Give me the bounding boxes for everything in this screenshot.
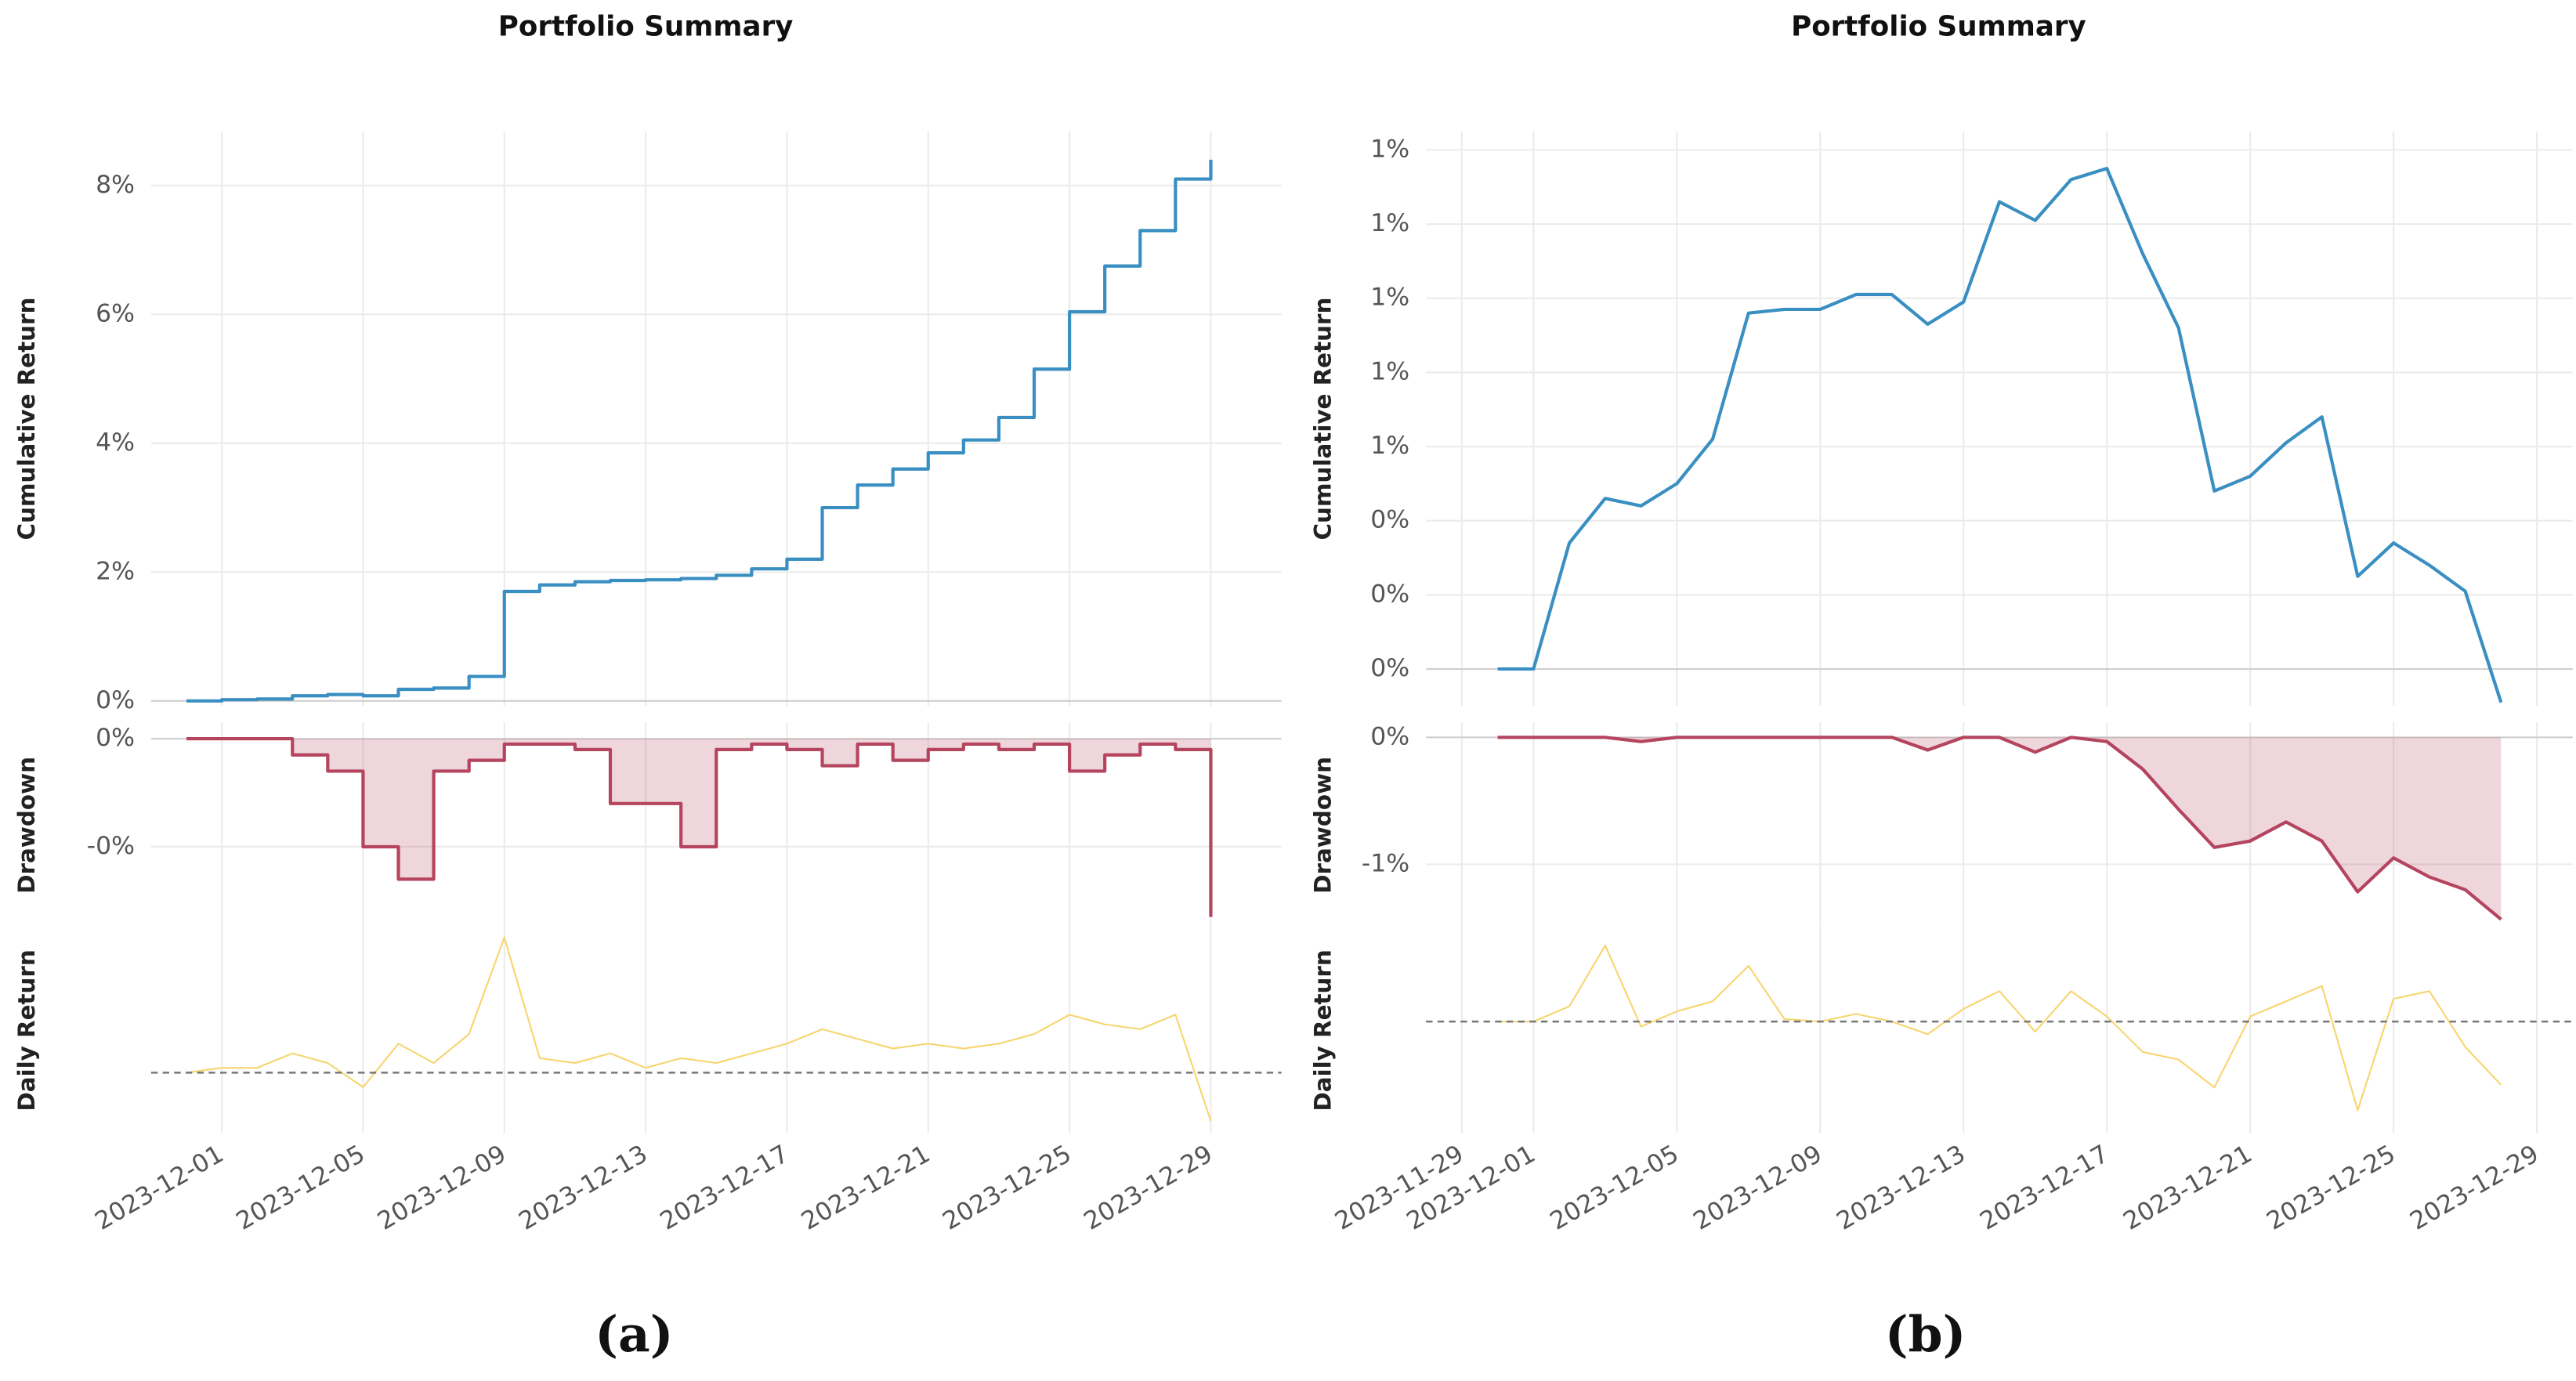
y-tick-label: 6% [96,299,135,327]
x-tick-label: 2023-12-29 [2405,1140,2543,1236]
y-axis-label: Daily Return [1310,949,1337,1111]
line [186,159,1213,703]
y-axis-label: Daily Return [13,949,40,1111]
y-axis-label: Cumulative Return [1310,298,1337,540]
x-tick-label: 2023-12-13 [1832,1140,1970,1236]
y-tick-label: 1% [1370,209,1409,237]
line [186,736,1213,917]
y-tick-label: 0% [1370,722,1409,750]
x-tick-label: 2023-12-13 [514,1140,652,1236]
x-tick-label: 2023-12-01 [90,1140,228,1236]
caption: (b) [1885,1305,1966,1363]
y-tick-label: 8% [96,171,135,199]
y-axis-label: Cumulative Return [13,298,40,540]
x-tick-label: 2023-12-17 [1975,1140,2113,1236]
y-tick-label: 1% [1370,135,1409,163]
caption: (a) [595,1305,673,1363]
y-tick-label: 0% [1370,580,1409,608]
y-tick-label: 0% [1370,654,1409,682]
y-tick-label: 2% [96,557,135,585]
y-tick-label: 0% [96,724,135,752]
y-tick-label: 1% [1370,432,1409,460]
y-tick-label: 0% [1370,506,1409,534]
x-tick-label: 2023-12-21 [797,1140,935,1236]
line [1497,166,2503,703]
x-tick-label: 2023-12-09 [1689,1140,1827,1236]
x-tick-label: 2023-12-29 [1080,1140,1217,1236]
area [1497,737,2502,920]
x-tick-label: 2023-12-25 [938,1140,1076,1236]
y-tick-label: -1% [1362,849,1409,877]
line [1497,945,2502,1112]
y-axis-label: Drawdown [1310,757,1337,894]
x-tick-label: 2023-12-05 [232,1140,370,1236]
x-tick-label: 2023-12-09 [373,1140,511,1236]
x-tick-label: 2023-12-05 [1546,1140,1684,1236]
y-tick-label: 4% [96,428,135,457]
x-tick-label: 2023-12-21 [2118,1140,2256,1236]
line [1497,736,2502,921]
chart-title: Portfolio Summary [498,11,794,43]
area [186,739,1211,917]
x-tick-label: 2023-12-17 [656,1140,794,1236]
y-tick-label: -0% [87,832,135,860]
y-axis-label: Drawdown [13,757,40,894]
y-tick-label: 0% [96,686,135,714]
x-tick-label: 2023-12-25 [2262,1140,2400,1236]
y-tick-label: 1% [1370,357,1409,385]
line [186,936,1212,1122]
chart-title: Portfolio Summary [1791,11,2086,43]
y-tick-label: 1% [1370,284,1409,312]
